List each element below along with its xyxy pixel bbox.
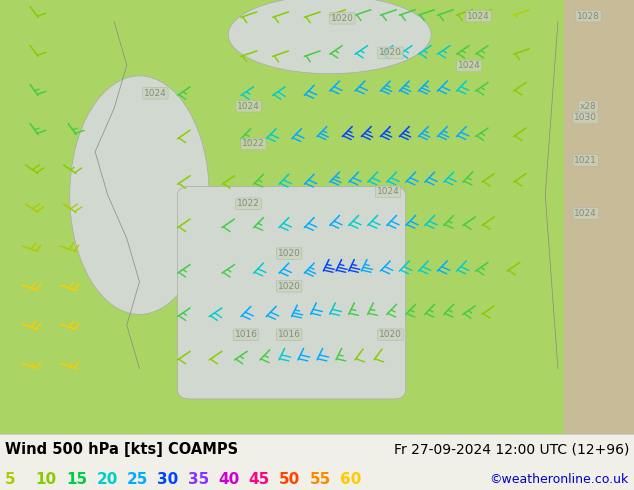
Text: 1028: 1028 [577,12,600,21]
Text: 1024: 1024 [377,187,399,196]
Text: 45: 45 [249,472,270,488]
Text: 1024: 1024 [458,61,481,71]
Text: 55: 55 [309,472,331,488]
Text: 1021: 1021 [574,156,597,165]
Text: 1024: 1024 [574,209,597,218]
Text: 30: 30 [157,472,179,488]
Text: 35: 35 [188,472,209,488]
Text: 1020: 1020 [379,330,402,339]
Text: 1030: 1030 [574,114,597,122]
FancyBboxPatch shape [178,187,406,399]
Text: ©weatheronline.co.uk: ©weatheronline.co.uk [489,473,629,487]
Text: 50: 50 [279,472,301,488]
Text: 5: 5 [5,472,16,488]
Text: x28: x28 [580,102,597,111]
Text: 1022: 1022 [242,140,265,148]
Text: 1024: 1024 [237,102,260,111]
Text: Wind 500 hPa [kts] COAMPS: Wind 500 hPa [kts] COAMPS [5,442,238,457]
FancyBboxPatch shape [564,0,634,434]
Ellipse shape [70,76,209,315]
Ellipse shape [228,0,431,74]
Text: 1020: 1020 [379,49,402,57]
Text: 1024: 1024 [467,12,490,21]
Text: 40: 40 [218,472,240,488]
Text: 60: 60 [340,472,361,488]
Text: 15: 15 [66,472,87,488]
Text: 1024: 1024 [144,89,167,98]
Text: 25: 25 [127,472,148,488]
Text: 1022: 1022 [237,199,260,208]
Text: 1020: 1020 [278,282,301,291]
Text: 1020: 1020 [278,249,301,258]
Text: 1016: 1016 [235,330,257,339]
Text: Fr 27-09-2024 12:00 UTC (12+96): Fr 27-09-2024 12:00 UTC (12+96) [394,442,629,456]
Text: 20: 20 [96,472,118,488]
Text: 1016: 1016 [278,330,301,339]
Text: 10: 10 [36,472,56,488]
Text: 1020: 1020 [331,14,354,23]
